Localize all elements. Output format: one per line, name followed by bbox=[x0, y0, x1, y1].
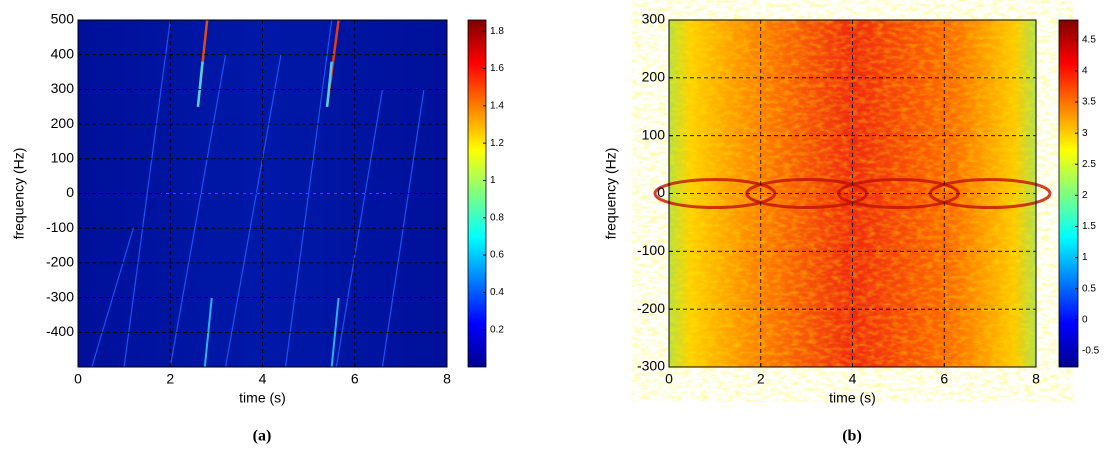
colorbar-tick-label: 2 bbox=[1082, 190, 1088, 201]
colorbar-tick-label: 0 bbox=[1082, 314, 1088, 325]
colorbar-tick-label: 0.4 bbox=[490, 287, 504, 298]
x-tick-label: 6 bbox=[351, 371, 359, 387]
y-tick-label: -100 bbox=[637, 242, 665, 258]
caption: (b) bbox=[842, 428, 862, 445]
spectral-ridge bbox=[196, 61, 204, 107]
x-tick-label: 8 bbox=[443, 371, 451, 387]
colorbar-tick-label: 4 bbox=[1082, 66, 1088, 77]
y-tick-label: 0 bbox=[66, 184, 74, 200]
x-tick-label: 4 bbox=[259, 371, 267, 387]
spectral-ridge bbox=[91, 228, 134, 368]
x-tick-label: 6 bbox=[940, 371, 948, 387]
colorbar-tick-label: 1.5 bbox=[1082, 221, 1096, 232]
spectral-ridge bbox=[203, 297, 213, 368]
y-tick-label: 300 bbox=[642, 11, 666, 27]
y-tick-label: 200 bbox=[51, 115, 75, 131]
colorbar-tick-label: 0.2 bbox=[490, 324, 504, 335]
y-axis-label: frequency (Hz) bbox=[603, 148, 619, 240]
spectral-ridge bbox=[123, 19, 171, 368]
axes-frame bbox=[668, 19, 1037, 368]
colorbar-tick-label: 1 bbox=[490, 175, 496, 186]
colorbar-tick-label: 3 bbox=[1082, 128, 1088, 139]
colorbar-tick-label: 1.8 bbox=[490, 26, 504, 37]
colorbar-tick-label: 0.6 bbox=[490, 250, 504, 261]
x-tick-label: 8 bbox=[1032, 371, 1040, 387]
colorbar-tick-label: 0.8 bbox=[490, 212, 504, 223]
colorbar-tick-label: 3.5 bbox=[1082, 97, 1096, 108]
colorbar-tick-label: 4.5 bbox=[1082, 35, 1096, 46]
y-tick-label: -300 bbox=[46, 288, 74, 304]
axes-frame bbox=[77, 19, 448, 368]
colorbar-tick-label: 1.6 bbox=[490, 63, 504, 74]
y-tick-label: 200 bbox=[642, 69, 666, 85]
spectral-ridge bbox=[225, 54, 282, 368]
caption: (a) bbox=[253, 428, 272, 445]
colorbar-tick-label: 1.2 bbox=[490, 138, 504, 149]
x-tick-label: 0 bbox=[74, 371, 82, 387]
spectral-ridge bbox=[169, 54, 227, 368]
x-tick-label: 0 bbox=[665, 371, 673, 387]
x-tick-label: 2 bbox=[166, 371, 174, 387]
x-tick-label: 2 bbox=[757, 371, 765, 387]
colorbar-tick-label: 1.4 bbox=[490, 100, 504, 111]
x-tick-label: 4 bbox=[849, 371, 857, 387]
colorbar bbox=[1058, 19, 1079, 368]
y-tick-label: -200 bbox=[46, 254, 74, 270]
x-axis-label: time (s) bbox=[239, 390, 286, 406]
y-tick-label: -200 bbox=[637, 300, 665, 316]
x-axis-label: time (s) bbox=[829, 390, 876, 406]
y-tick-label: 0 bbox=[657, 184, 665, 200]
y-tick-label: 500 bbox=[51, 11, 75, 27]
y-tick-label: 100 bbox=[642, 126, 666, 142]
spectral-ridge bbox=[325, 61, 333, 107]
colorbar-tick-label: 2.5 bbox=[1082, 159, 1096, 170]
colorbar bbox=[467, 19, 487, 368]
y-axis-label: frequency (Hz) bbox=[11, 148, 27, 240]
colorbar-tick-label: 1 bbox=[1082, 252, 1088, 263]
y-tick-label: -300 bbox=[637, 358, 665, 374]
colorbar-tick-label: -0.5 bbox=[1082, 345, 1100, 356]
spectral-ridge bbox=[330, 297, 340, 368]
y-tick-label: -400 bbox=[46, 323, 74, 339]
y-tick-label: 100 bbox=[51, 150, 75, 166]
y-tick-label: 400 bbox=[51, 45, 75, 61]
y-tick-label: 300 bbox=[51, 80, 75, 96]
colorbar-tick-label: 0.5 bbox=[1082, 283, 1096, 294]
y-tick-label: -100 bbox=[46, 219, 74, 235]
